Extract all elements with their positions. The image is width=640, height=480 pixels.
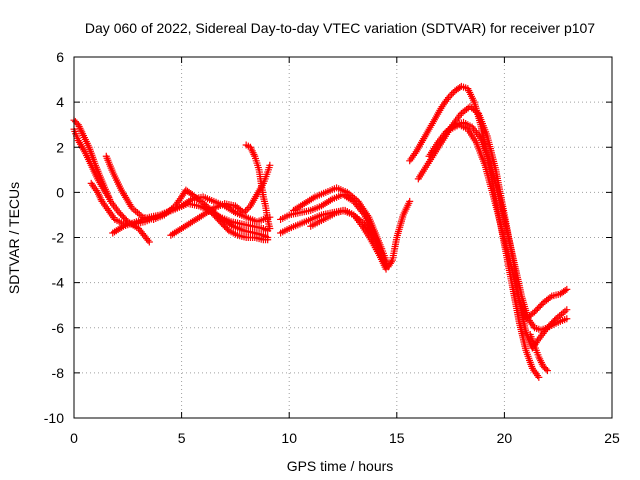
data-point-plus: [145, 238, 153, 246]
x-axis-label: GPS time / hours: [287, 458, 394, 474]
series-sat-track-17: [526, 331, 551, 375]
data-point-plus: [406, 197, 414, 205]
data-point-plus: [542, 365, 550, 373]
data-point-plus: [446, 92, 454, 100]
x-tick-label: 0: [70, 430, 78, 446]
data-point-plus: [444, 94, 452, 102]
y-tick-label: 6: [56, 49, 64, 65]
data-points: [70, 82, 571, 381]
data-point-plus: [563, 306, 571, 314]
data-point-plus: [240, 209, 248, 217]
data-point-plus: [546, 294, 554, 302]
axis-ticks: [73, 56, 613, 419]
y-tick-label: 2: [56, 139, 64, 155]
y-tick-label: -2: [52, 230, 65, 246]
data-point-plus: [266, 224, 274, 232]
data-point-plus: [104, 193, 112, 201]
data-point-plus: [387, 258, 395, 266]
chart-title: Day 060 of 2022, Sidereal Day-to-day VTE…: [85, 20, 595, 36]
data-point-plus: [266, 161, 274, 169]
data-point-plus: [224, 225, 232, 233]
series-sat-track-7: [199, 202, 272, 244]
tick-labels: 0 5 10 15 20 25 -10 -8 -6 -4 -2 0 2 4 6: [44, 49, 620, 446]
data-point-plus: [245, 204, 253, 212]
data-point-plus: [382, 265, 390, 273]
y-axis-label: SDTVAR / TECUs: [6, 182, 22, 294]
data-point-plus: [144, 236, 152, 244]
series-sat-track-2: [70, 125, 112, 201]
series-sat-track-8: [242, 141, 274, 232]
series-sat-track-12: [307, 206, 390, 273]
data-point-plus: [448, 90, 456, 98]
data-point-plus: [103, 191, 111, 199]
y-tick-label: -8: [52, 365, 65, 381]
y-tick-label: -10: [44, 410, 64, 426]
x-tick-label: 20: [497, 430, 513, 446]
data-point-plus: [264, 236, 272, 244]
x-tick-label: 15: [389, 430, 405, 446]
x-tick-label: 5: [178, 430, 186, 446]
data-point-plus: [535, 373, 543, 381]
x-tick-label: 25: [604, 430, 620, 446]
y-tick-label: 0: [56, 184, 64, 200]
x-tick-label: 10: [281, 430, 297, 446]
data-point-plus: [551, 316, 559, 324]
y-tick-label: -4: [52, 275, 65, 291]
data-point-plus: [242, 207, 250, 215]
y-tick-label: 4: [56, 94, 64, 110]
data-point-plus: [563, 315, 571, 323]
data-point-plus: [563, 285, 571, 293]
series-sat-track-11: [290, 184, 390, 264]
data-point-plus: [561, 287, 569, 295]
data-point-plus: [543, 367, 551, 375]
series-sat-track-1: [70, 116, 153, 246]
data-point-plus: [243, 205, 251, 213]
series-sat-track-16: [447, 121, 571, 323]
y-tick-label: -6: [52, 320, 65, 336]
